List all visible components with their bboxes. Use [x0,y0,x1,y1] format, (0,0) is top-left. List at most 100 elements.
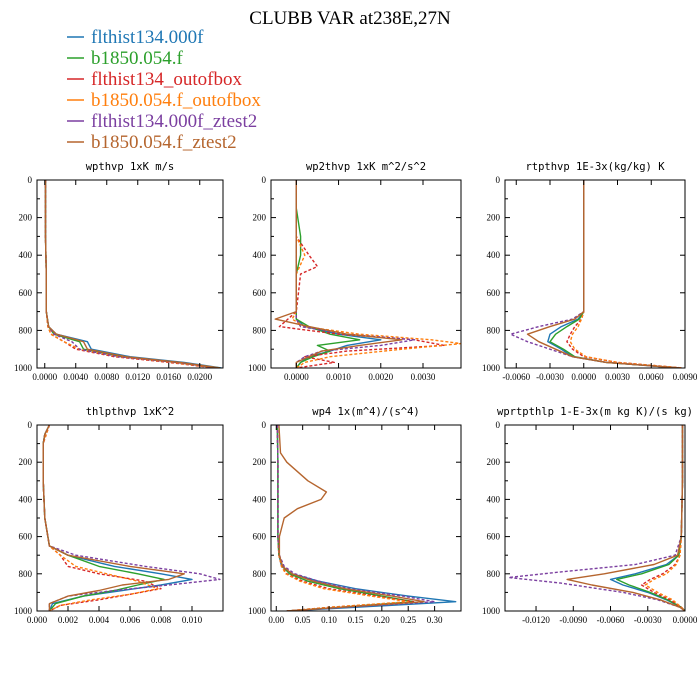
figure-title: CLUBB VAR at238E,27N [249,8,451,29]
x-tick-label: 0.0000 [673,615,698,625]
x-tick-label: -0.0030 [536,372,564,382]
series-line-6 [278,425,425,611]
y-tick-label: 200 [487,213,501,223]
x-tick-label: 0.0040 [63,372,88,382]
x-tick-label: 0.0000 [32,372,57,382]
series-line-1 [609,425,685,611]
x-tick-label: 0.006 [120,615,141,625]
panel-title: wprtpthlp 1-E-3x(m kg K)/(s kg) [497,406,693,418]
legend-label: flthist134.000f [91,27,204,48]
y-tick-label: 400 [19,250,33,260]
y-tick-label: 400 [487,494,501,504]
series-group [274,180,461,368]
panel-title: thlpthvp 1xK^2 [86,406,175,418]
series-line-6 [274,180,403,368]
x-tick-label: 0.000 [27,615,48,625]
series-line-2 [616,425,685,611]
y-tick-label: 600 [19,532,33,542]
series-line-1 [295,180,382,368]
x-tick-label: 0.0010 [326,372,351,382]
series-line-5 [508,425,685,611]
plot-frame [504,424,686,612]
x-tick-label: 0.05 [295,615,311,625]
panel-2: wp2thvp 1xK m^2/s^2 0 200 400 600 800 1000 0.00… [248,161,462,382]
series-group [42,425,221,611]
x-tick-label: 0.25 [400,615,416,625]
x-tick-label: 0.0160 [156,372,181,382]
series-line-3 [278,180,445,368]
y-tick-label: 600 [19,288,33,298]
series-line-2 [276,425,415,611]
y-tick-label: 800 [487,325,501,335]
x-tick-label: 0.004 [89,615,110,625]
y-tick-label: 1000 [482,363,501,373]
x-tick-label: 0.0030 [411,372,436,382]
y-tick-label: 1000 [248,606,267,616]
legend-label: b1850.054.f_ztest2 [91,132,237,153]
x-tick-label: -0.0120 [522,615,550,625]
x-tick-label: 0.0000 [284,372,309,382]
legend-label: flthist134.000f_ztest2 [91,111,257,132]
panel-title: wp4 1x(m^4)/(s^4) [312,406,419,418]
series-group [276,425,457,611]
series-line-4 [569,180,683,368]
series-line-4 [644,425,685,611]
series-group [44,180,222,368]
y-tick-label: 0 [262,420,267,430]
series-line-6 [566,425,685,611]
panel-3: rtpthvp 1E-3x(kg/kg) K02004006008001000-… [482,161,698,382]
series-line-3 [276,425,415,611]
x-tick-label: 0.0060 [639,372,664,382]
y-tick-label: 1000 [14,606,33,616]
series-line-5 [42,425,221,611]
y-tick-label: 200 [253,457,267,467]
x-tick-label: -0.0030 [634,615,662,625]
x-tick-label: 0.0120 [125,372,150,382]
y-tick-label: 800 [253,569,267,579]
legend-label: b1850.054.f [91,48,184,69]
y-tick-label: 400 [253,250,267,260]
x-tick-label: 0.0030 [605,372,630,382]
panel-title: rtpthvp 1E-3x(kg/kg) K [525,161,665,173]
panel-6: wprtpthlp 1-E-3x(m kg K)/(s kg) 0 200 400 60… [482,406,698,625]
y-tick-label: 0 [496,420,501,430]
y-tick-label: 1000 [248,363,267,373]
x-tick-label: 0.15 [348,615,364,625]
y-tick-label: 200 [487,457,501,467]
legend-label: flthist134_outofbox [91,69,242,90]
y-tick-label: 0 [496,175,501,185]
plot-frame [36,424,224,612]
panel-title: wp2thvp 1xK m^2/s^2 [306,161,426,173]
x-tick-label: 0.0000 [571,372,596,382]
plot-frame [504,179,686,369]
y-tick-label: 200 [19,213,33,223]
y-tick-label: 0 [262,175,267,185]
series-line-2 [42,425,165,611]
x-tick-label: 0.20 [374,615,390,625]
plot-frame [36,179,224,369]
y-tick-label: 400 [253,494,267,504]
x-tick-label: 0.008 [151,615,172,625]
y-tick-label: 800 [19,569,33,579]
y-tick-label: 600 [487,532,501,542]
x-tick-label: -0.0060 [597,615,625,625]
series-line-4 [276,425,409,611]
x-tick-label: -0.0060 [502,372,530,382]
x-tick-label: 0.0080 [94,372,119,382]
series-line-2 [44,180,220,368]
x-tick-label: 0.30 [427,615,443,625]
y-tick-label: 800 [487,569,501,579]
series-line-6 [42,425,186,611]
y-tick-label: 800 [253,325,267,335]
legend: flthist134.000fb1850.054.fflthist134_out… [67,27,261,153]
x-tick-label: 0.10 [321,615,337,625]
y-tick-label: 1000 [482,606,501,616]
y-tick-label: 800 [19,325,33,335]
series-line-2 [549,180,680,368]
y-tick-label: 600 [253,532,267,542]
y-tick-label: 600 [487,288,501,298]
x-tick-label: 0.0090 [673,372,698,382]
panel-title: wpthvp 1xK m/s [86,161,175,173]
